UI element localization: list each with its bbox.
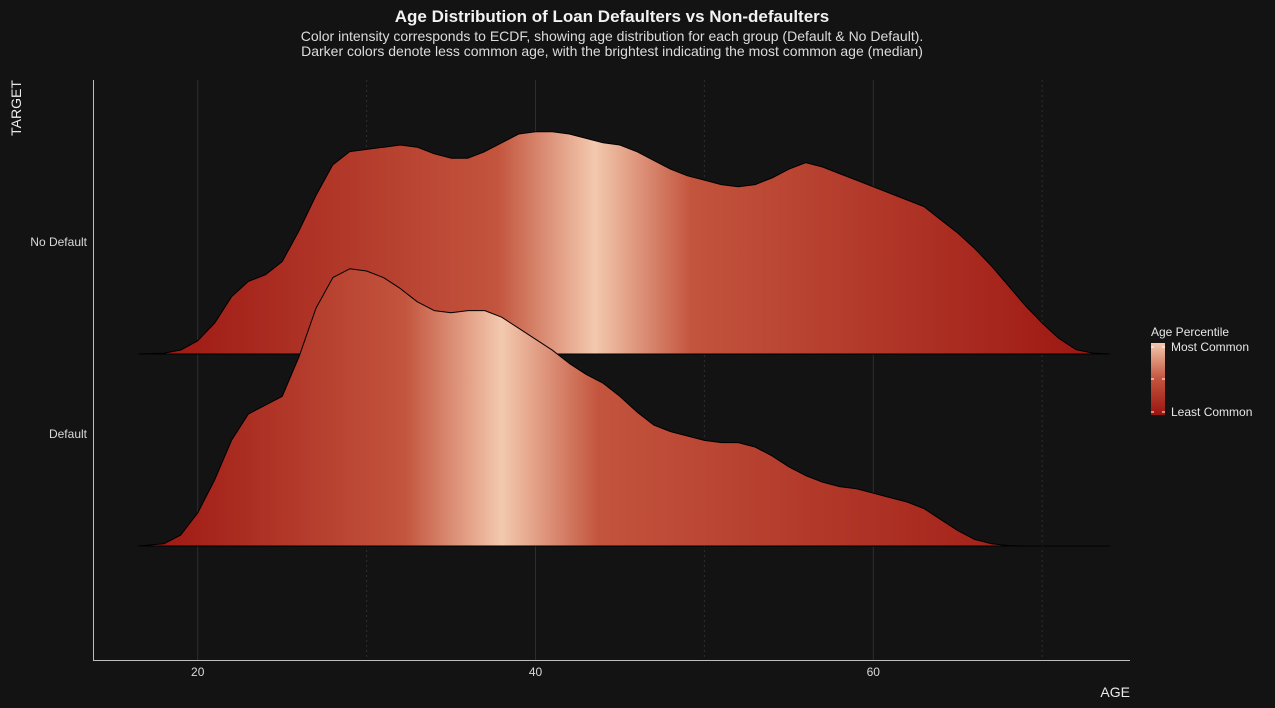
tick-labels: 20 40 60 No Default Default: [30, 235, 880, 679]
x-tick-label: 60: [867, 665, 881, 679]
legend-title: Age Percentile: [1151, 325, 1229, 339]
chart-title: Age Distribution of Loan Defaulters vs N…: [395, 7, 830, 26]
chart-subtitle-line-1: Color intensity corresponds to ECDF, sho…: [301, 28, 924, 44]
y-tick-label: Default: [49, 427, 88, 441]
ridge-no-default: [138, 131, 1111, 355]
legend-label-least-common: Least Common: [1171, 405, 1252, 419]
legend-label-most-common: Most Common: [1171, 340, 1249, 354]
x-tick-label: 40: [529, 665, 543, 679]
ridge-default: [138, 268, 1111, 547]
ridges: [138, 131, 1111, 547]
legend-colorbar: [1151, 343, 1165, 415]
x-axis-title: AGE: [1100, 684, 1130, 700]
x-tick-label: 20: [191, 665, 205, 679]
y-tick-label: No Default: [30, 235, 87, 249]
legend: Age Percentile Most Common Least Common: [1151, 325, 1252, 419]
y-axis-title: TARGET: [8, 80, 24, 136]
chart-subtitle-line-2: Darker colors denote less common age, wi…: [301, 43, 923, 59]
axes: [93, 80, 1130, 661]
